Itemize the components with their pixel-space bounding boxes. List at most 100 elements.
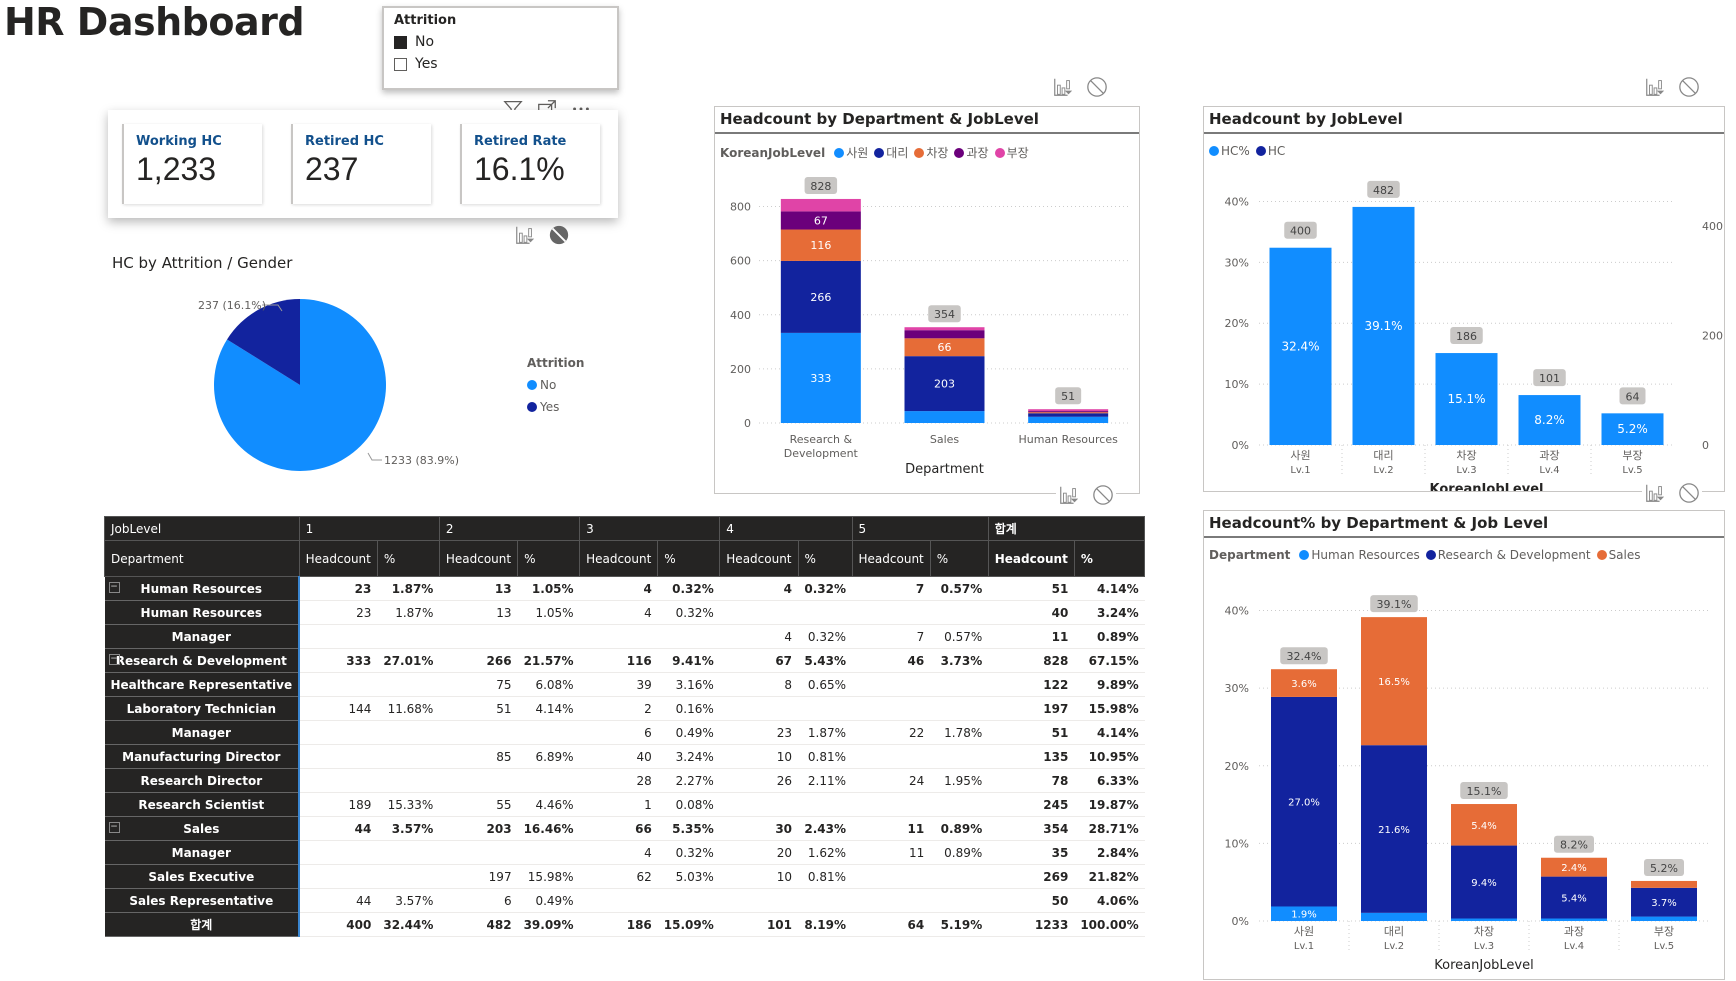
matrix-cell[interactable]: 3.24% <box>1074 600 1145 625</box>
matrix-cell[interactable]: 144 <box>299 696 378 721</box>
matrix-cell[interactable]: 197 <box>439 864 518 889</box>
matrix-cell[interactable]: 6.89% <box>517 744 580 769</box>
matrix-cell[interactable]: 203 <box>439 816 518 841</box>
matrix-cell[interactable]: 20 <box>719 840 799 865</box>
matrix-cell[interactable]: 24 <box>852 768 931 793</box>
matrix-cell[interactable]: 1.62% <box>798 840 853 865</box>
matrix-cell[interactable]: 7 <box>852 576 931 601</box>
no-interaction-icon[interactable] <box>546 222 572 248</box>
matrix-cell[interactable] <box>299 672 378 697</box>
matrix-cell[interactable] <box>930 600 989 625</box>
matrix-cell[interactable] <box>930 744 989 769</box>
matrix-cell[interactable] <box>517 840 580 865</box>
matrix-cell[interactable]: 23 <box>299 600 378 625</box>
matrix-cell[interactable] <box>930 672 989 697</box>
checkbox-icon[interactable] <box>394 57 407 71</box>
matrix-cell[interactable] <box>299 624 378 649</box>
matrix-cell[interactable] <box>930 792 989 817</box>
no-interaction-icon[interactable] <box>1090 482 1116 508</box>
matrix-measure-header[interactable]: Headcount <box>438 540 519 577</box>
legend-item-yes[interactable]: Yes <box>527 400 584 414</box>
matrix-cell[interactable]: 4.46% <box>517 792 580 817</box>
collapse-icon[interactable]: − <box>108 654 120 665</box>
matrix-row-header[interactable]: − Research & Development <box>104 648 301 673</box>
matrix-cell[interactable]: 8 <box>719 672 799 697</box>
matrix-cell[interactable] <box>657 624 720 649</box>
matrix-cell[interactable] <box>852 600 931 625</box>
matrix-cell[interactable]: 3.57% <box>377 816 440 841</box>
matrix-cell[interactable]: 39 <box>579 672 658 697</box>
matrix-cell[interactable] <box>719 696 799 721</box>
bar-segment[interactable] <box>904 411 985 423</box>
matrix-cell[interactable] <box>299 840 378 865</box>
matrix-cell[interactable] <box>579 624 658 649</box>
matrix-cell[interactable] <box>852 864 931 889</box>
matrix-cell[interactable]: 3.57% <box>377 888 440 913</box>
matrix-cell[interactable]: 35 <box>988 840 1075 865</box>
matrix-cell[interactable] <box>377 864 440 889</box>
matrix-measure-header[interactable]: % <box>929 540 989 577</box>
matrix-cell[interactable] <box>377 672 440 697</box>
bar-segment[interactable] <box>904 330 985 339</box>
matrix-cell[interactable]: 1.87% <box>377 600 440 625</box>
matrix-row-header[interactable]: Manager <box>104 624 301 649</box>
matrix-cell[interactable]: 2.27% <box>657 768 720 793</box>
matrix-cell[interactable] <box>852 696 931 721</box>
matrix-cell[interactable] <box>299 864 378 889</box>
bar[interactable] <box>1352 206 1415 445</box>
matrix-cell[interactable]: 5.43% <box>798 648 853 673</box>
bar-segment[interactable] <box>780 211 861 230</box>
drill-filter-icon[interactable] <box>1050 74 1076 100</box>
matrix-row-header[interactable]: Research Director <box>104 768 301 793</box>
matrix-cell[interactable]: 0.49% <box>517 888 580 913</box>
attrition-slicer[interactable]: Attrition No Yes <box>382 6 619 90</box>
matrix-cell[interactable]: 21.57% <box>517 648 580 673</box>
matrix-cell[interactable] <box>377 840 440 865</box>
bar-segment[interactable] <box>904 356 985 412</box>
matrix-cell[interactable]: 46 <box>852 648 931 673</box>
matrix-cell[interactable]: 22 <box>852 720 931 745</box>
matrix-cell[interactable] <box>930 864 989 889</box>
legend-item[interactable]: Research & Development <box>1425 548 1591 562</box>
matrix-cell[interactable]: 1.87% <box>798 720 853 745</box>
matrix-cell[interactable]: 67 <box>719 648 799 673</box>
matrix-cell[interactable] <box>852 792 931 817</box>
matrix-cell[interactable]: 26 <box>719 768 799 793</box>
matrix-cell[interactable]: 116 <box>579 648 658 673</box>
matrix-row-header[interactable]: 합계 <box>104 912 301 937</box>
matrix-level-header[interactable]: 5 <box>851 516 989 541</box>
matrix-row-header[interactable]: Sales Representative <box>104 888 301 913</box>
no-interaction-icon[interactable] <box>1676 74 1702 100</box>
matrix-cell[interactable]: 245 <box>988 792 1075 817</box>
bar-segment[interactable] <box>1028 411 1109 413</box>
legend-item-no[interactable]: No <box>527 378 584 392</box>
matrix-row-header[interactable]: Human Resources <box>104 600 301 625</box>
legend-item[interactable]: Human Resources <box>1299 548 1420 562</box>
matrix-cell[interactable]: 3.24% <box>657 744 720 769</box>
legend-item[interactable]: 부장 <box>994 144 1029 161</box>
bar-total-label-bg[interactable] <box>804 176 838 194</box>
matrix-cell[interactable]: 0.32% <box>657 576 720 601</box>
matrix-cell[interactable]: 10 <box>719 744 799 769</box>
matrix-cell[interactable]: 6.08% <box>517 672 580 697</box>
checkbox-icon[interactable] <box>394 35 407 49</box>
matrix-cell[interactable]: 3.73% <box>930 648 989 673</box>
matrix-cell[interactable]: 0.08% <box>657 792 720 817</box>
no-interaction-icon[interactable] <box>1084 74 1110 100</box>
matrix-cell[interactable] <box>377 624 440 649</box>
drill-filter-icon[interactable] <box>512 222 538 248</box>
matrix-cell[interactable]: 44 <box>299 888 378 913</box>
matrix-cell[interactable] <box>930 696 989 721</box>
bar-segment[interactable] <box>1028 409 1109 412</box>
matrix-cell[interactable]: 482 <box>439 912 518 937</box>
matrix-row-header[interactable]: Laboratory Technician <box>104 696 301 721</box>
matrix-cell[interactable]: 1.87% <box>377 576 440 601</box>
matrix-cell[interactable]: 4.14% <box>1074 576 1145 601</box>
matrix-cell[interactable]: 0.32% <box>798 576 853 601</box>
pie-slice-no[interactable] <box>214 299 386 472</box>
matrix-cell[interactable]: 0.81% <box>798 744 853 769</box>
matrix-cell[interactable]: 15.09% <box>657 912 720 937</box>
bar-segment[interactable] <box>1451 845 1517 919</box>
matrix-cell[interactable] <box>439 624 518 649</box>
matrix-cell[interactable] <box>377 744 440 769</box>
